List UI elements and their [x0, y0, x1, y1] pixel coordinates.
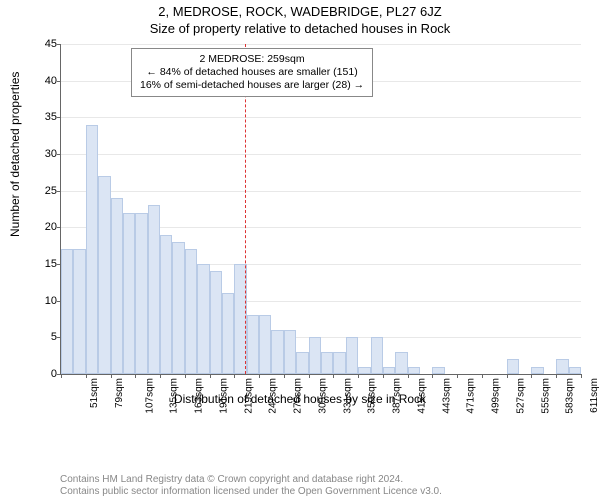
xtick-mark [185, 374, 186, 378]
xtick-mark [309, 374, 310, 378]
histogram-bar [98, 176, 110, 374]
xtick-mark [432, 374, 433, 378]
x-axis-label: Distribution of detached houses by size … [0, 392, 600, 406]
ytick-label: 15 [31, 258, 57, 270]
histogram-bar [259, 315, 271, 374]
histogram-bar [73, 249, 85, 374]
xtick-mark [581, 374, 582, 378]
histogram-bar [135, 213, 147, 374]
histogram-bar [160, 235, 172, 374]
grid-line [61, 154, 581, 155]
xtick-mark [135, 374, 136, 378]
title-address: 2, MEDROSE, ROCK, WADEBRIDGE, PL27 6JZ [0, 4, 600, 19]
histogram-bar [210, 271, 222, 374]
annotation-line3: 16% of semi-detached houses are larger (… [140, 79, 364, 92]
grid-line [61, 191, 581, 192]
ytick-label: 45 [31, 38, 57, 50]
ytick-label: 30 [31, 148, 57, 160]
ytick-label: 5 [31, 331, 57, 343]
grid-line [61, 117, 581, 118]
xtick-mark [160, 374, 161, 378]
ytick-label: 0 [31, 368, 57, 380]
xtick-mark [507, 374, 508, 378]
histogram-bar [321, 352, 333, 374]
histogram-bar [358, 367, 370, 374]
chart-container: Number of detached properties 0510152025… [0, 44, 600, 444]
xtick-mark [86, 374, 87, 378]
plot-area: 05101520253035404551sqm79sqm107sqm135sqm… [60, 44, 581, 375]
histogram-bar [172, 242, 184, 374]
histogram-bar [333, 352, 345, 374]
histogram-bar [296, 352, 308, 374]
ytick-mark [57, 81, 61, 82]
histogram-bar [222, 293, 234, 374]
histogram-bar [556, 359, 568, 374]
histogram-bar [309, 337, 321, 374]
xtick-mark [333, 374, 334, 378]
histogram-bar [569, 367, 581, 374]
histogram-bar [371, 337, 383, 374]
xtick-mark [556, 374, 557, 378]
xtick-mark [61, 374, 62, 378]
histogram-bar [383, 367, 395, 374]
histogram-bar [271, 330, 283, 374]
xtick-mark [358, 374, 359, 378]
histogram-bar [123, 213, 135, 374]
ytick-label: 20 [31, 221, 57, 233]
histogram-bar [197, 264, 209, 374]
histogram-bar [531, 367, 543, 374]
xtick-mark [284, 374, 285, 378]
ytick-label: 40 [31, 75, 57, 87]
histogram-bar [247, 315, 259, 374]
histogram-bar [408, 367, 420, 374]
ytick-mark [57, 44, 61, 45]
xtick-mark [234, 374, 235, 378]
histogram-bar [346, 337, 358, 374]
attribution-footer: Contains HM Land Registry data © Crown c… [60, 474, 442, 498]
histogram-bar [432, 367, 444, 374]
histogram-bar [61, 249, 73, 374]
histogram-bar [507, 359, 519, 374]
title-subtitle: Size of property relative to detached ho… [0, 21, 600, 36]
xtick-mark [210, 374, 211, 378]
xtick-mark [457, 374, 458, 378]
xtick-mark [259, 374, 260, 378]
xtick-mark [408, 374, 409, 378]
footer-line2: Contains public sector information licen… [60, 486, 442, 498]
ytick-label: 35 [31, 111, 57, 123]
grid-line [61, 44, 581, 45]
histogram-bar [395, 352, 407, 374]
xtick-mark [482, 374, 483, 378]
ytick-label: 25 [31, 185, 57, 197]
histogram-bar [284, 330, 296, 374]
ytick-mark [57, 117, 61, 118]
xtick-mark [531, 374, 532, 378]
histogram-bar [185, 249, 197, 374]
ytick-mark [57, 191, 61, 192]
annotation-box: 2 MEDROSE: 259sqm← 84% of detached house… [131, 48, 373, 97]
y-axis-label: Number of detached properties [8, 72, 22, 237]
histogram-bar [111, 198, 123, 374]
histogram-bar [86, 125, 98, 374]
annotation-line1: 2 MEDROSE: 259sqm [140, 53, 364, 66]
histogram-bar [148, 205, 160, 374]
ytick-label: 10 [31, 295, 57, 307]
xtick-mark [383, 374, 384, 378]
ytick-mark [57, 154, 61, 155]
annotation-line2: ← 84% of detached houses are smaller (15… [140, 66, 364, 79]
footer-line1: Contains HM Land Registry data © Crown c… [60, 474, 442, 486]
xtick-mark [111, 374, 112, 378]
ytick-mark [57, 227, 61, 228]
